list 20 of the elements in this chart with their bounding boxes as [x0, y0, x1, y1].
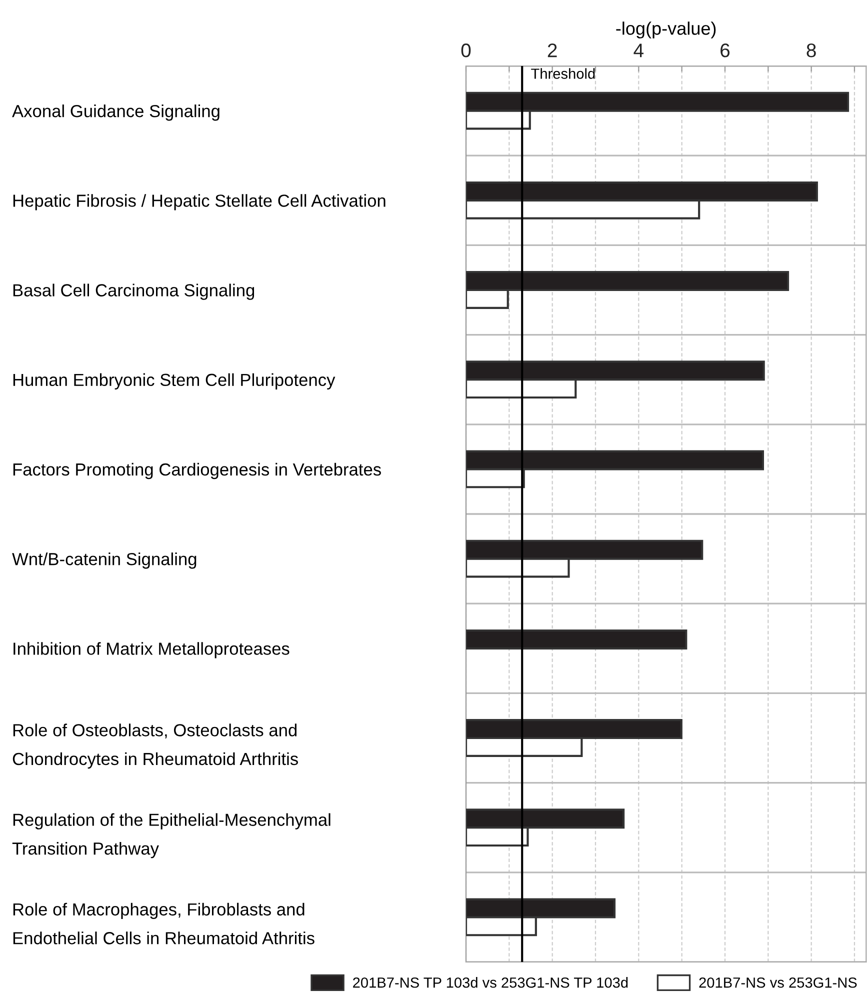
y-tick-label: Inhibition of Matrix Metalloproteases [14, 642, 290, 658]
y-tick-label: Factors Promoting Cardiogenesis in Vertebrates [13, 462, 381, 480]
x-tick-label: 0 [461, 44, 471, 58]
x-tick-label: 2 [548, 44, 557, 58]
y-tick-label: Human Embryonic Stem Cell Pluripotency [13, 373, 336, 390]
y-tick-label: Role of Osteoblasts, Osteoclasts and Chondrocytes in Rheumatoid Arthritis [12, 724, 298, 769]
y-tick-label: Role of Macrophages, Fibroblasts and Endothelial Cells in Rheumatoid Athritis [13, 902, 314, 944]
y-tick-label: Wnt/B-catenin Signaling [12, 552, 196, 569]
bar [466, 629, 688, 650]
y-tick-label: Axonal Guidance Signaling [12, 104, 220, 121]
x-tick-label: 4 [634, 44, 644, 58]
x-tick-label: 6 [720, 44, 730, 58]
x-tick-label: 8 [806, 44, 816, 58]
y-tick-label: Hepatic Fibrosis / Hepatic Stellate Cell Activation [13, 194, 386, 210]
x-axis-title: -log(p-value) [616, 22, 716, 38]
legend-label: 201B7-NS TP 103d vs 253G1-NS TP 103d [353, 977, 628, 988]
y-tick-label: Regulation of the Epithelial-Mesenchymal Transition Pathway [12, 813, 330, 858]
legend-label: 201B7-NS vs 253G1-NS [699, 977, 857, 988]
y-tick-label: Basal Cell Carcinoma Signaling [13, 284, 254, 300]
ref-line-label: Threshold [531, 68, 595, 79]
